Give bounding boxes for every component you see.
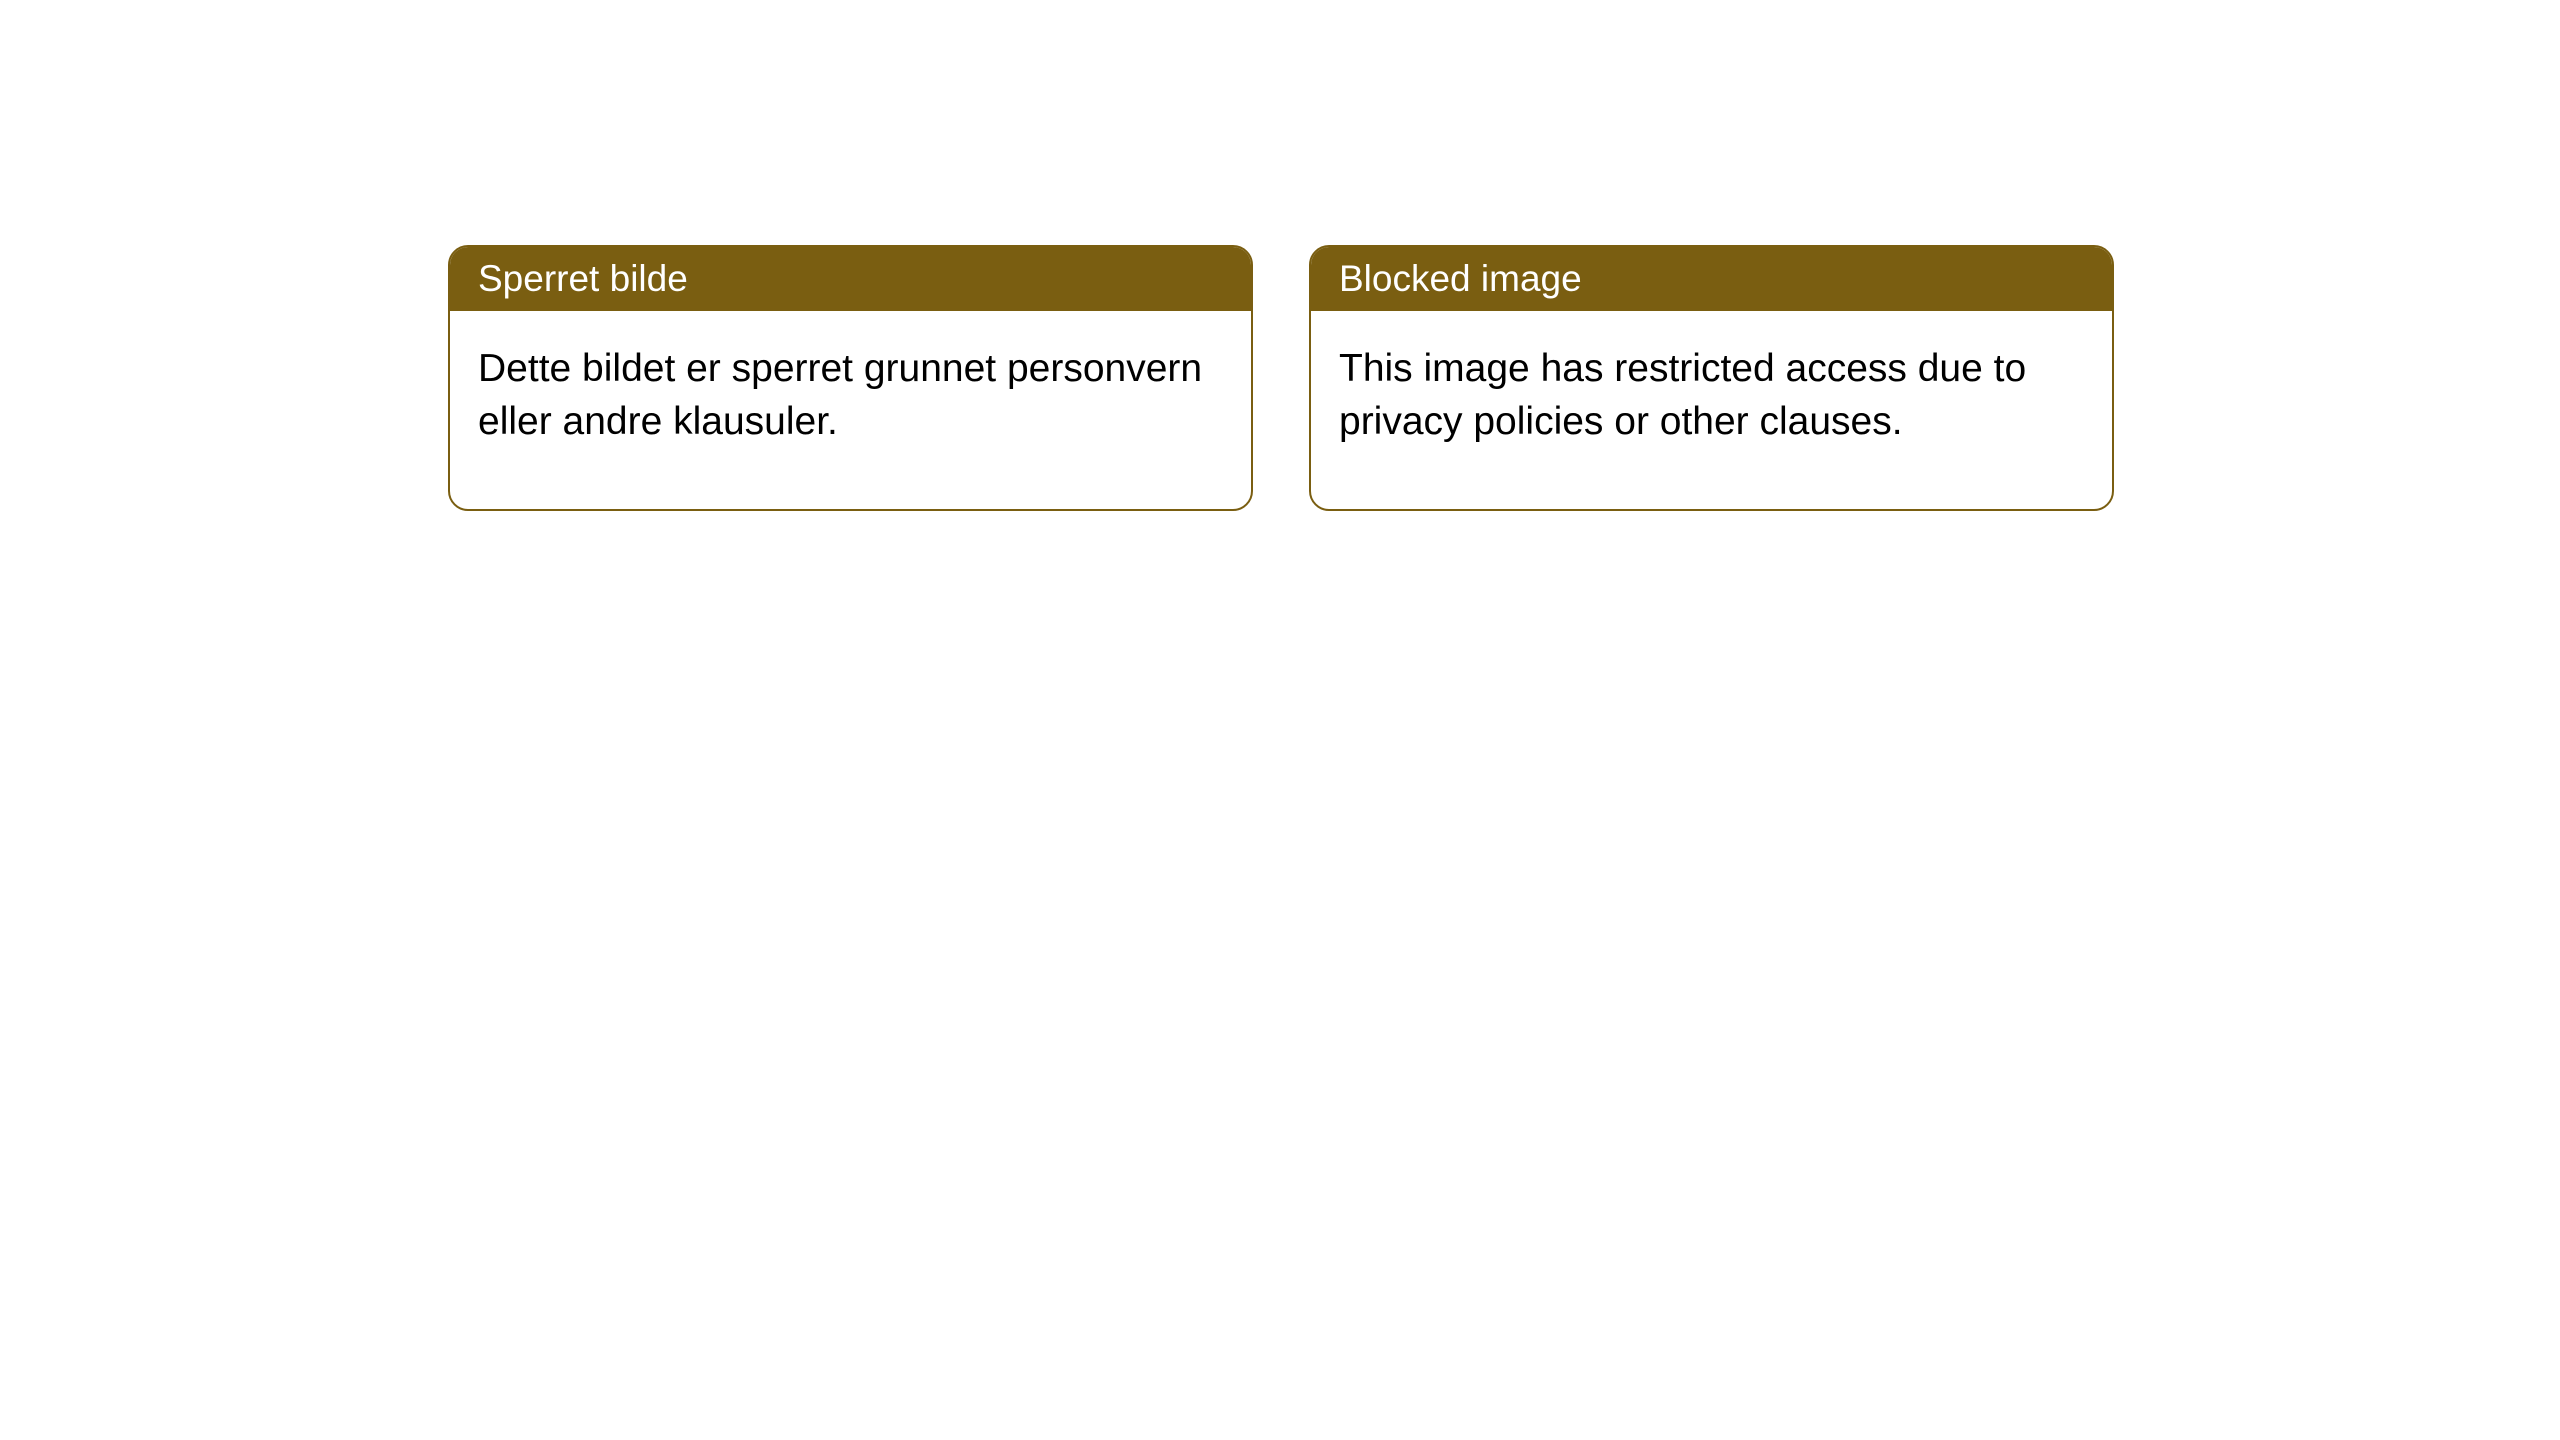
card-body: Dette bildet er sperret grunnet personve… xyxy=(450,311,1251,508)
card-title: Blocked image xyxy=(1311,247,2112,311)
notice-card-english: Blocked image This image has restricted … xyxy=(1309,245,2114,511)
card-title: Sperret bilde xyxy=(450,247,1251,311)
notice-cards-container: Sperret bilde Dette bildet er sperret gr… xyxy=(0,0,2560,511)
card-body: This image has restricted access due to … xyxy=(1311,311,2112,508)
notice-card-norwegian: Sperret bilde Dette bildet er sperret gr… xyxy=(448,245,1253,511)
